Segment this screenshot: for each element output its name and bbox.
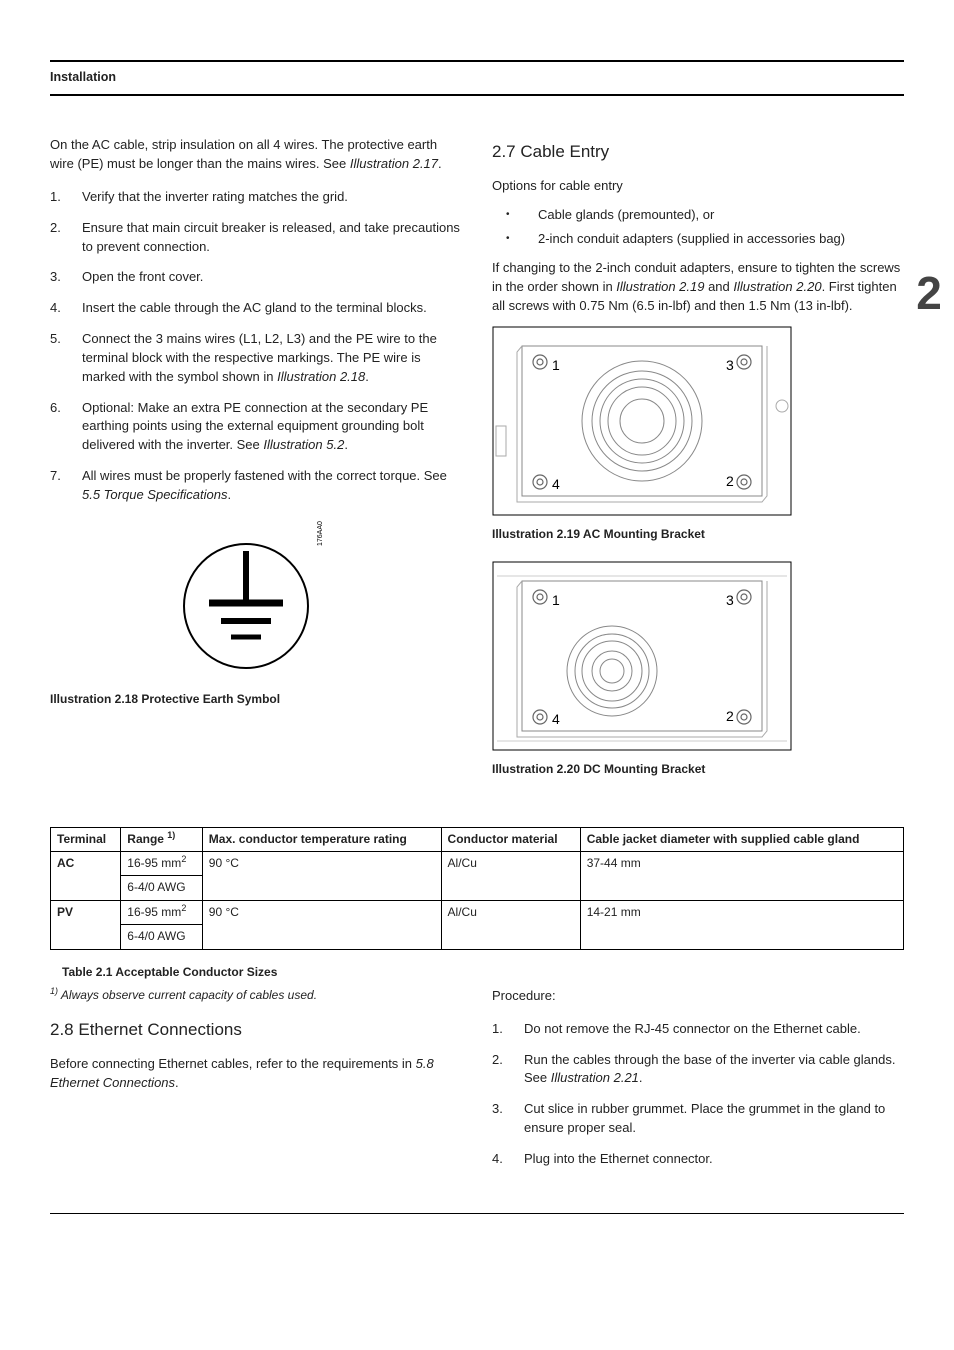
td-range: 16-95 mm2 [121,852,203,876]
lower-two-column: 1) Always observe current capacity of ca… [50,987,904,1183]
proc-step-4: Plug into the Ethernet connector. [492,1150,904,1169]
proc-step-3: Cut slice in rubber grummet. Place the g… [492,1100,904,1138]
td-temp: 90 °C [202,852,441,901]
step-4: Insert the cable through the AC gland to… [50,299,462,318]
option-2: 2-inch conduit adapters (supplied in acc… [492,230,904,249]
th-diameter: Cable jacket diameter with supplied cabl… [580,827,903,851]
svg-text:2: 2 [726,708,734,724]
step-3: Open the front cover. [50,268,462,287]
step-text: All wires must be properly fastened with… [82,467,462,505]
step-text: Cut slice in rubber grummet. Place the g… [524,1100,904,1138]
step-2: Ensure that main circuit breaker is rele… [50,219,462,257]
page-header: Installation [50,60,904,96]
svg-text:1: 1 [552,357,560,373]
illustration-earth-symbol: 176AA011.10 [166,521,346,681]
step-1: Verify that the inverter rating matches … [50,188,462,207]
td-temp: 90 °C [202,900,441,949]
table-header-row: Terminal Range 1) Max. conductor tempera… [51,827,904,851]
th-material: Conductor material [441,827,580,851]
td-diameter: 37-44 mm [580,852,903,901]
page: 2 Installation On the AC cable, strip in… [50,60,904,1214]
step-text: Run the cables through the base of the i… [524,1051,904,1089]
lower-right-column: Procedure: Do not remove the RJ-45 conne… [492,987,904,1183]
step-6: Optional: Make an extra PE connection at… [50,399,462,456]
svg-text:1: 1 [552,592,560,608]
illustration-2-19-caption: Illustration 2.19 AC Mounting Bracket [492,526,904,543]
step-text: Insert the cable through the AC gland to… [82,299,427,318]
td-material: Al/Cu [441,852,580,901]
ac-cable-intro: On the AC cable, strip insulation on all… [50,136,462,174]
svg-text:3: 3 [726,357,734,373]
svg-text:4: 4 [552,711,560,727]
td-terminal: PV [51,900,121,949]
proc-step-2: Run the cables through the base of the i… [492,1051,904,1089]
step-text: Plug into the Ethernet connector. [524,1150,713,1169]
right-column: 2.7 Cable Entry Options for cable entry … [492,136,904,796]
th-range: Range 1) [121,827,203,851]
td-diameter: 14-21 mm [580,900,903,949]
procedure-label: Procedure: [492,987,904,1006]
table-footnote: 1) Always observe current capacity of ca… [50,987,462,1004]
step-7: All wires must be properly fastened with… [50,467,462,505]
section-2-7-heading: 2.7 Cable Entry [492,140,904,165]
table-row: PV 16-95 mm2 90 °C Al/Cu 14-21 mm [51,900,904,924]
td-terminal: AC [51,852,121,901]
conductor-sizes-table: Terminal Range 1) Max. conductor tempera… [50,827,904,950]
intro-end: . [438,156,442,171]
table-row: AC 16-95 mm2 90 °C Al/Cu 37-44 mm [51,852,904,876]
illus-code: 176AA011.10 [317,521,324,546]
step-text: Connect the 3 mains wires (L1, L2, L3) a… [82,330,462,387]
option-1: Cable glands (premounted), or [492,206,904,225]
footer-rule [50,1213,904,1214]
table-2-1-caption: Table 2.1 Acceptable Conductor Sizes [62,964,904,981]
svg-text:4: 4 [552,476,560,492]
ethernet-procedure-steps: Do not remove the RJ-45 connector on the… [492,1020,904,1169]
th-terminal: Terminal [51,827,121,851]
conduit-change-note: If changing to the 2-inch conduit adapte… [492,259,904,316]
td-range: 16-95 mm2 [121,900,203,924]
header-section-label: Installation [50,62,904,94]
intro-ref: Illustration 2.17 [350,156,438,171]
illustration-dc-bracket: 1 3 2 4 [492,561,792,751]
option-text: 2-inch conduit adapters (supplied in acc… [538,230,845,249]
lower-left-column: 1) Always observe current capacity of ca… [50,987,462,1183]
page-tab-number: 2 [904,260,954,327]
ethernet-intro: Before connecting Ethernet cables, refer… [50,1055,462,1093]
cable-entry-options-intro: Options for cable entry [492,177,904,196]
svg-text:3: 3 [726,592,734,608]
step-text: Ensure that main circuit breaker is rele… [82,219,462,257]
header-rule-bottom [50,94,904,96]
td-material: Al/Cu [441,900,580,949]
two-column-layout: On the AC cable, strip insulation on all… [50,136,904,796]
step-text: Open the front cover. [82,268,203,287]
svg-text:2: 2 [726,473,734,489]
section-2-8-heading: 2.8 Ethernet Connections [50,1018,462,1043]
left-column: On the AC cable, strip insulation on all… [50,136,462,796]
step-text: Do not remove the RJ-45 connector on the… [524,1020,861,1039]
illustration-ac-bracket: 1 3 2 4 [492,326,792,516]
illustration-2-20-caption: Illustration 2.20 DC Mounting Bracket [492,761,904,778]
step-text: Verify that the inverter rating matches … [82,188,348,207]
option-text: Cable glands (premounted), or [538,206,714,225]
installation-steps: Verify that the inverter rating matches … [50,188,462,505]
th-temp: Max. conductor temperature rating [202,827,441,851]
td-range: 6-4/0 AWG [121,925,203,949]
cable-entry-options: Cable glands (premounted), or 2-inch con… [492,206,904,250]
step-text: Optional: Make an extra PE connection at… [82,399,462,456]
illustration-2-18-caption: Illustration 2.18 Protective Earth Symbo… [50,691,462,708]
step-5: Connect the 3 mains wires (L1, L2, L3) a… [50,330,462,387]
proc-step-1: Do not remove the RJ-45 connector on the… [492,1020,904,1039]
td-range: 6-4/0 AWG [121,876,203,900]
